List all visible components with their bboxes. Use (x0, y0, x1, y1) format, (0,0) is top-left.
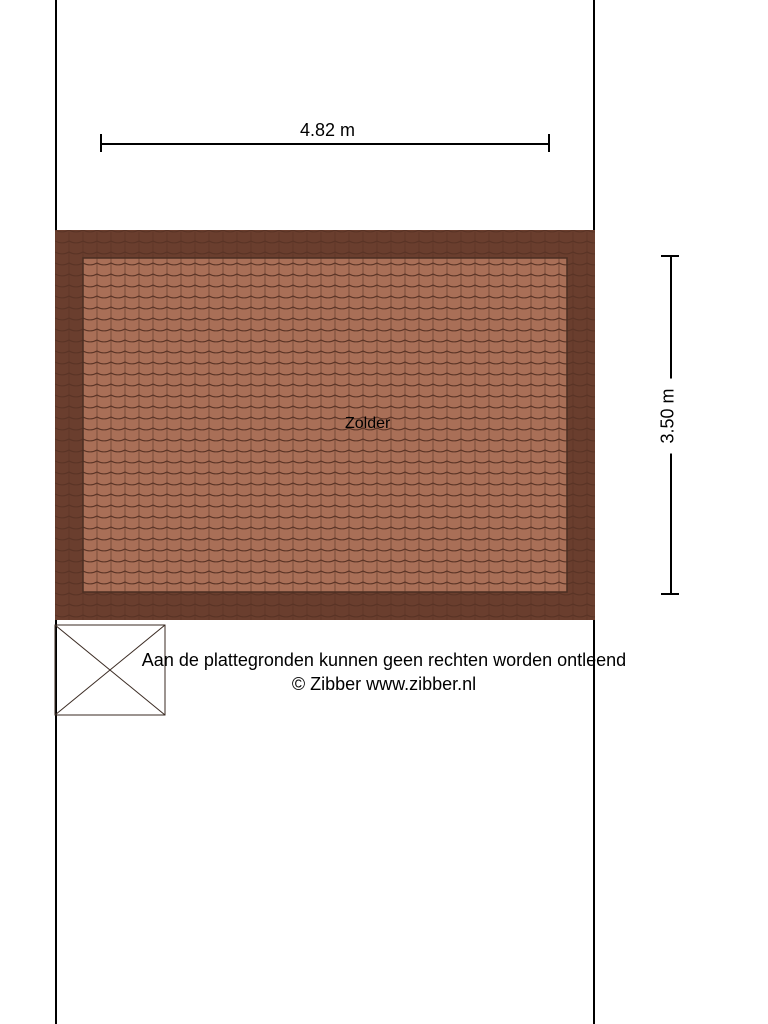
footer-line1: Aan de plattegronden kunnen geen rechten… (0, 648, 768, 672)
footer: Aan de plattegronden kunnen geen rechten… (0, 648, 768, 697)
dim-width-label: 4.82 m (290, 120, 365, 141)
roof-pattern (55, 230, 595, 620)
footer-line2: © Zibber www.zibber.nl (0, 672, 768, 696)
roof-block: Zolder (55, 230, 595, 620)
room-label-zolder: Zolder (345, 415, 390, 433)
dim-width-cap-left (100, 134, 102, 152)
dim-height-label: 3.50 m (658, 378, 679, 453)
dim-height-cap-top (661, 255, 679, 257)
dim-width-line (100, 143, 550, 145)
dim-width-cap-right (548, 134, 550, 152)
dim-height-cap-bottom (661, 593, 679, 595)
floorplan-canvas: Zolder 4.82 m 3.50 m Aan de plattegronde… (0, 0, 768, 1024)
